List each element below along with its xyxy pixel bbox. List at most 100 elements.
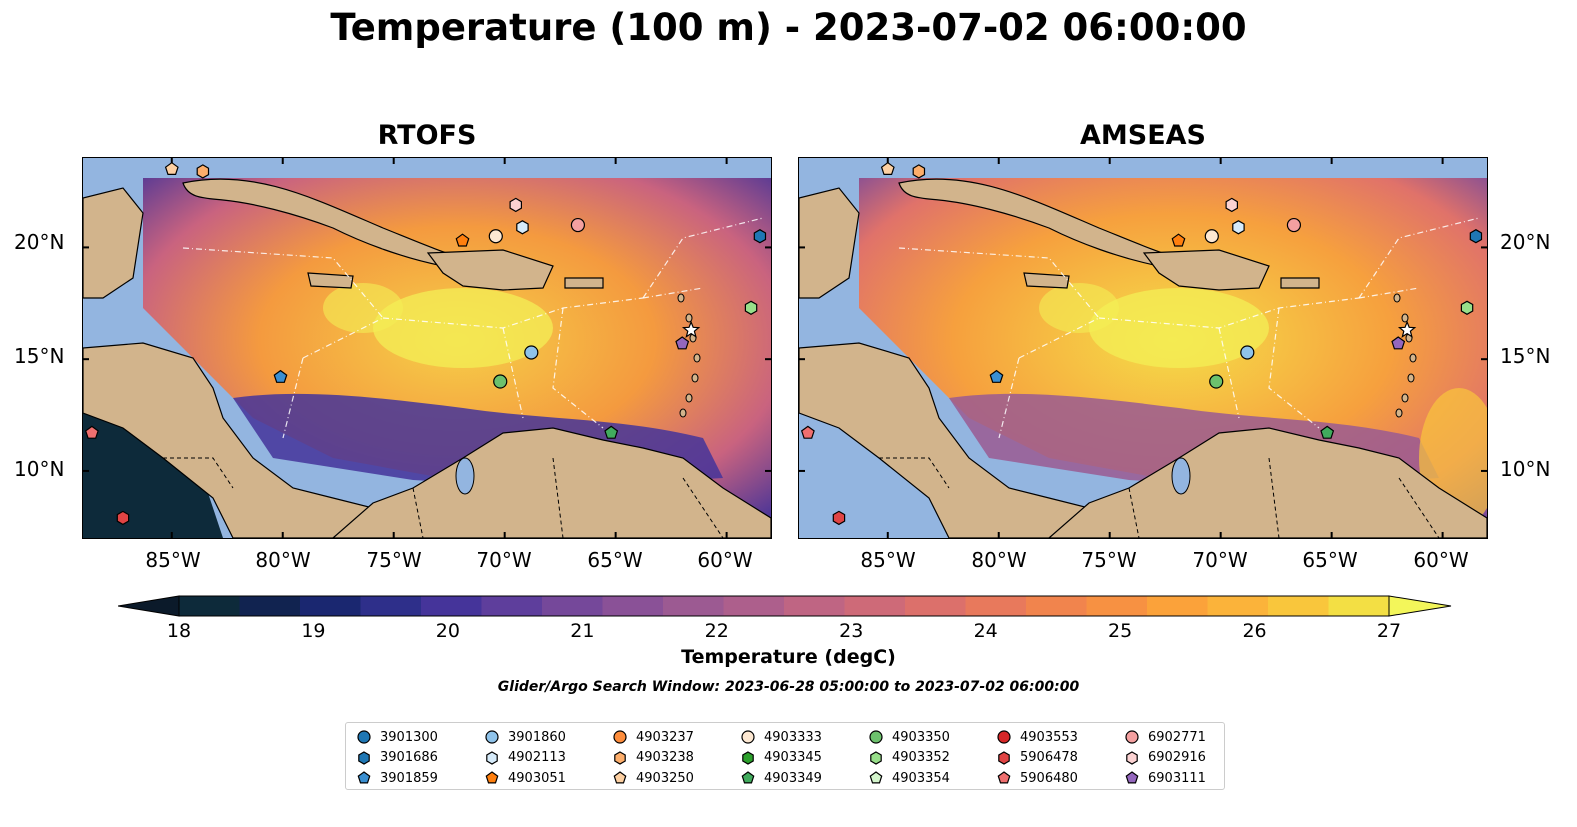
platform-marker-6902916[interactable] [1225, 197, 1238, 213]
legend-item-4903345: 4903345 [740, 748, 822, 768]
legend-item-6902771: 6902771 [1124, 727, 1206, 747]
legend-label: 4903250 [636, 770, 694, 786]
platform-marker-5906478[interactable] [116, 510, 130, 526]
platform-marker-4903349[interactable] [1320, 425, 1335, 439]
platform-marker-4903352[interactable] [744, 300, 758, 315]
platform-marker-4903333[interactable] [1204, 229, 1219, 244]
platform-marker-3901686[interactable] [1469, 229, 1483, 244]
legend-label: 4903051 [508, 770, 566, 786]
lon-tick-80w-right: 80°W [971, 548, 1027, 572]
legend-item-3901860: 3901860 [484, 727, 566, 747]
lon-tick-75w-right: 75°W [1081, 548, 1137, 572]
platform-legend: 3901300 3901686 3901859 3901860 4902113 49030… [345, 722, 1225, 790]
legend-label: 4903349 [764, 770, 822, 786]
colorbar-tick: 19 [301, 620, 326, 642]
platform-marker-3901860[interactable] [524, 345, 539, 360]
legend-item-6903111: 6903111 [1124, 768, 1206, 788]
pentagon-marker-icon [1125, 771, 1139, 784]
panel-title-amseas: AMSEAS [1080, 120, 1206, 151]
colorbar-tick: 20 [435, 620, 460, 642]
platform-marker-6902771[interactable] [570, 217, 586, 233]
platform-marker-4903238[interactable] [196, 164, 210, 179]
legend-item-4903237: 4903237 [612, 727, 694, 747]
legend-label: 3901860 [508, 729, 566, 745]
star-marker [1397, 320, 1417, 338]
colorbar-tick: 27 [1376, 620, 1402, 642]
hexagon-marker-icon [614, 750, 626, 765]
platform-marker-3901686[interactable] [753, 229, 767, 244]
lon-tick-80w-left: 80°W [255, 548, 311, 572]
platform-marker-6902916[interactable] [509, 197, 522, 213]
legend-item-4903352: 4903352 [868, 748, 950, 768]
platform-marker-4903051[interactable] [455, 233, 470, 247]
platform-marker-4903250[interactable] [880, 161, 895, 175]
legend-item-3901859: 3901859 [356, 768, 438, 788]
colorbar-tick: 26 [1242, 620, 1267, 642]
circle-marker-icon [485, 730, 499, 744]
platform-marker-6903111[interactable] [1391, 336, 1406, 350]
legend-item-4903349: 4903349 [740, 768, 822, 788]
platform-marker-4902113[interactable] [1232, 220, 1245, 235]
colorbar-tick: 24 [973, 620, 998, 642]
legend-item-3901686: 3901686 [356, 748, 438, 768]
colorbar-label: Temperature (degC) [681, 646, 896, 668]
legend-label: 5906478 [1020, 750, 1078, 765]
legend-item-4903238: 4903238 [612, 748, 694, 768]
lon-tick-85w-left: 85°W [145, 548, 201, 572]
platform-marker-3901859[interactable] [989, 369, 1004, 383]
legend-item-5906478: 5906478 [996, 748, 1078, 768]
lat-tick-20n-right: 20°N [1500, 230, 1551, 254]
legend-item-4903250: 4903250 [612, 768, 694, 788]
hexagon-marker-icon [1126, 750, 1138, 765]
lon-tick-60w-right: 60°W [1413, 548, 1469, 572]
legend-label: 4903352 [892, 750, 950, 765]
platform-marker-4903238[interactable] [912, 164, 926, 179]
lat-tick-15n-right: 15°N [1500, 344, 1551, 368]
legend-item-4903051: 4903051 [484, 768, 566, 788]
platform-marker-4903350[interactable] [493, 374, 508, 389]
platform-marker-4903349[interactable] [604, 425, 619, 439]
platform-marker-4903250[interactable] [164, 161, 179, 175]
legend-label: 4902113 [508, 750, 566, 765]
map-panel-amseas[interactable] [798, 157, 1488, 539]
colorbar-tick: 22 [704, 620, 729, 642]
panel-title-rtofs: RTOFS [377, 120, 477, 151]
hexagon-marker-icon [486, 750, 498, 765]
circle-marker-icon [741, 730, 755, 744]
pentagon-marker-icon [357, 771, 371, 784]
colorbar-tick: 21 [570, 620, 595, 642]
platform-marker-4903333[interactable] [488, 229, 503, 244]
platform-marker-5906478[interactable] [832, 510, 846, 526]
platform-marker-5906480[interactable] [800, 425, 815, 439]
platform-marker-4902113[interactable] [516, 220, 529, 235]
platform-marker-4903051[interactable] [1171, 233, 1186, 247]
hexagon-marker-icon [358, 750, 370, 765]
legend-label: 5906480 [1020, 770, 1078, 786]
legend-item-4903553: 4903553 [996, 727, 1078, 747]
legend-item-4903333: 4903333 [740, 727, 822, 747]
pentagon-marker-icon [741, 771, 755, 784]
lon-tick-75w-left: 75°W [366, 548, 422, 572]
hexagon-marker-icon [998, 750, 1010, 765]
circle-marker-icon [869, 730, 883, 744]
lon-tick-70w-left: 70°W [476, 548, 532, 572]
legend-label: 3901300 [380, 729, 438, 745]
platform-marker-4903352[interactable] [1460, 300, 1474, 315]
star-marker [681, 320, 701, 338]
legend-label: 3901859 [380, 770, 438, 786]
platform-marker-3901860[interactable] [1240, 345, 1255, 360]
hexagon-marker-icon [742, 750, 754, 765]
legend-label: 6902771 [1148, 729, 1206, 745]
search-window-text: Glider/Argo Search Window: 2023-06-28 05… [497, 679, 1080, 695]
platform-marker-6902771[interactable] [1286, 217, 1302, 233]
lon-tick-65w-left: 65°W [587, 548, 643, 572]
platform-marker-6903111[interactable] [675, 336, 690, 350]
hexagon-marker-icon [870, 750, 882, 765]
platform-marker-5906480[interactable] [84, 425, 99, 439]
platform-marker-4903350[interactable] [1209, 374, 1224, 389]
map-panel-rtofs[interactable] [82, 157, 772, 539]
legend-item-6902916: 6902916 [1124, 748, 1206, 768]
lon-tick-70w-right: 70°W [1192, 548, 1248, 572]
legend-item-4903350: 4903350 [868, 727, 950, 747]
platform-marker-3901859[interactable] [273, 369, 288, 383]
